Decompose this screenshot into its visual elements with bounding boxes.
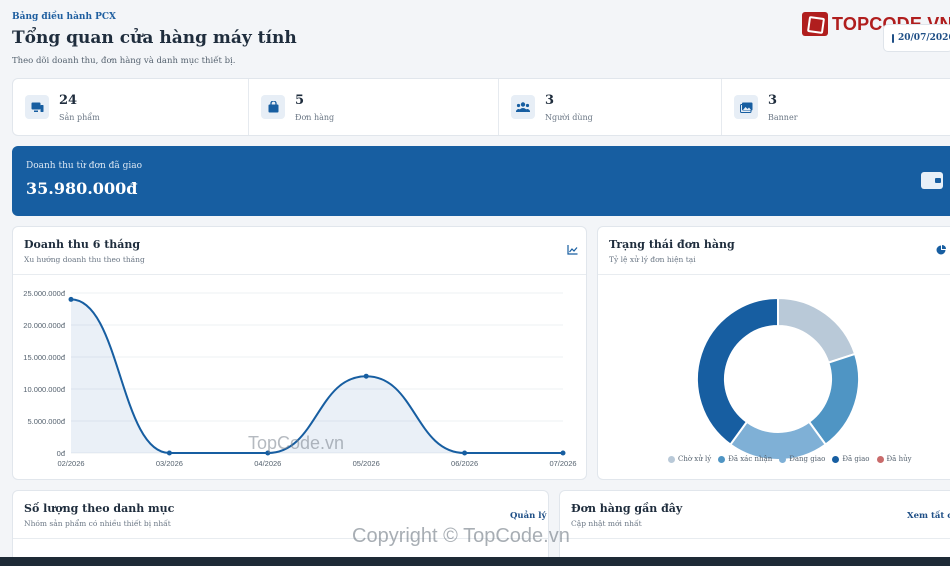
legend-label: Đã xác nhận xyxy=(728,455,773,463)
x-tick-label: 07/2026 xyxy=(549,459,576,468)
stat-label: Banner xyxy=(768,112,798,122)
page-title: Tổng quan cửa hàng máy tính xyxy=(12,28,297,48)
data-point xyxy=(363,373,369,379)
os-taskbar xyxy=(0,557,950,566)
stat-value: 24 xyxy=(59,92,78,108)
legend-label: Đã hủy xyxy=(886,455,912,463)
card-subtitle: Xu hướng doanh thu theo tháng xyxy=(24,255,145,264)
y-tick-label: 15.000.000đ xyxy=(23,353,66,362)
y-tick-label: 10.000.000đ xyxy=(23,385,66,394)
legend-label: Chờ xử lý xyxy=(678,455,712,463)
order-status-card: Trạng thái đơn hàng Tỷ lệ xử lý đơn hiện… xyxy=(597,226,950,480)
x-tick-label: 02/2026 xyxy=(57,459,84,468)
donut-slice xyxy=(696,296,779,446)
legend-item[interactable]: Đã xác nhận xyxy=(718,455,772,463)
calendar-icon xyxy=(892,33,894,43)
legend-item[interactable]: Đã giao xyxy=(832,455,870,463)
stat-label: Đơn hàng xyxy=(295,112,335,122)
stat-value: 3 xyxy=(768,92,778,108)
wallet-icon xyxy=(921,172,943,189)
data-point xyxy=(265,450,271,456)
page-header: Bảng điều hành PCX Tổng quan cửa hàng má… xyxy=(12,12,297,66)
y-tick-label: 0đ xyxy=(57,449,66,458)
chart-legend: Chờ xử lý Đã xác nhận Đang giao Đã giao Đã h… xyxy=(668,455,912,463)
card-subtitle: Tỷ lệ xử lý đơn hiện tại xyxy=(609,255,696,264)
data-point xyxy=(560,450,566,456)
data-point xyxy=(166,450,172,456)
legend-swatch xyxy=(832,455,840,463)
manage-link[interactable]: Quản lý xyxy=(510,511,547,521)
line-chart-icon xyxy=(567,245,578,255)
card-title: Doanh thu 6 tháng xyxy=(24,238,141,251)
card-header: Đơn hàng gần đây Cập nhật mới nhất Xem t… xyxy=(560,491,950,539)
y-tick-label: 20.000.000đ xyxy=(23,321,66,330)
card-subtitle: Nhóm sản phẩm có nhiều thiết bị nhất xyxy=(24,519,171,528)
y-tick-label: 5.000.000đ xyxy=(27,417,65,426)
x-tick-label: 05/2026 xyxy=(353,459,380,468)
dashboard-eyebrow: Bảng điều hành PCX xyxy=(12,12,117,22)
card-title: Trạng thái đơn hàng xyxy=(609,238,735,251)
stat-users[interactable]: 3 Người dùng xyxy=(499,79,722,135)
revenue-value: 35.980.000đ xyxy=(26,179,138,198)
revenue-banner: Doanh thu từ đơn đã giao 35.980.000đ xyxy=(12,146,950,216)
data-point xyxy=(68,296,74,302)
page-subtitle: Theo dõi doanh thu, đơn hàng và danh mục… xyxy=(12,56,236,66)
users-icon xyxy=(511,95,535,119)
devices-icon xyxy=(25,95,49,119)
stats-strip: 24 Sản phẩm 5 Đơn hàng 3 Người dùng 3 Ba… xyxy=(12,78,950,136)
revenue-chart-card: Doanh thu 6 tháng Xu hướng doanh thu the… xyxy=(12,226,587,480)
image-icon xyxy=(734,95,758,119)
pie-chart-icon xyxy=(936,245,946,255)
watermark-copyright: Copyright © TopCode.vn xyxy=(352,525,570,547)
revenue-label: Doanh thu từ đơn đã giao xyxy=(26,161,143,171)
view-all-link[interactable]: Xem tất cả xyxy=(907,511,950,521)
x-tick-label: 03/2026 xyxy=(156,459,183,468)
legend-item[interactable]: Chờ xử lý xyxy=(668,455,711,463)
x-tick-label: 04/2026 xyxy=(254,459,281,468)
stat-value: 5 xyxy=(295,92,305,108)
order-status-donut xyxy=(696,296,860,461)
y-tick-label: 25.000.000đ xyxy=(23,289,66,298)
card-subtitle: Cập nhật mới nhất xyxy=(571,519,642,528)
revenue-line-chart: 0đ 5.000.000đ 10.000.000đ 15.000.000đ 20.000… xyxy=(23,289,576,468)
legend-label: Đang giao xyxy=(789,455,826,463)
stat-banners[interactable]: 3 Banner xyxy=(722,79,950,135)
legend-swatch xyxy=(718,455,726,463)
area-fill xyxy=(71,299,563,453)
shopping-bag-icon xyxy=(261,95,285,119)
legend-label: Đã giao xyxy=(842,455,870,463)
card-header: Trạng thái đơn hàng Tỷ lệ xử lý đơn hiện… xyxy=(598,227,950,275)
card-title: Số lượng theo danh mục xyxy=(24,502,175,515)
stat-value: 3 xyxy=(545,92,555,108)
card-header: Doanh thu 6 tháng Xu hướng doanh thu the… xyxy=(13,227,586,275)
stat-orders[interactable]: 5 Đơn hàng xyxy=(249,79,499,135)
legend-swatch xyxy=(876,455,884,463)
stat-label: Người dùng xyxy=(545,112,593,122)
recent-orders-card: Đơn hàng gần đây Cập nhật mới nhất Xem t… xyxy=(559,490,950,566)
legend-item[interactable]: Đang giao xyxy=(779,455,825,463)
stat-label: Sản phẩm xyxy=(59,112,100,122)
card-header: Số lượng theo danh mục Nhóm sản phẩm có … xyxy=(13,491,548,539)
legend-item[interactable]: Đã hủy xyxy=(876,455,912,463)
data-point xyxy=(462,450,468,456)
legend-swatch xyxy=(668,455,675,463)
date-picker[interactable]: 20/07/2026 xyxy=(883,24,950,52)
watermark-text: TopCode.vn xyxy=(248,433,345,453)
x-tick-label: 06/2026 xyxy=(451,459,478,468)
donut-slice xyxy=(777,296,857,364)
category-card: Số lượng theo danh mục Nhóm sản phẩm có … xyxy=(12,490,549,566)
current-date: 20/07/2026 xyxy=(898,33,950,43)
card-title: Đơn hàng gần đây xyxy=(571,502,683,515)
legend-swatch xyxy=(779,455,787,463)
brand-mark-icon xyxy=(802,12,828,36)
stat-products[interactable]: 24 Sản phẩm xyxy=(13,79,249,135)
